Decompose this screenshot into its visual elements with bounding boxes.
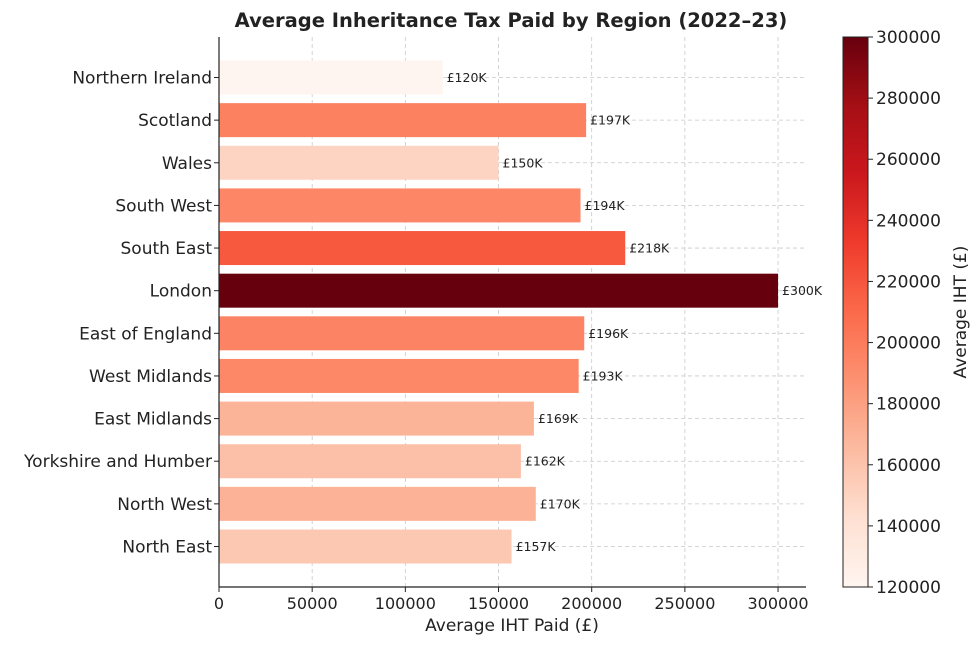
axes: 0 50000 100000 150000 200000 250000 300000 Nort… [23,37,809,613]
y-tick-label: South West [115,196,212,216]
x-tick-label: 250000 [654,594,715,613]
y-tick-label: West Midlands [89,367,212,387]
colorbar-label: Average IHT (£) [951,246,971,379]
x-tick-label: 50000 [287,594,338,613]
data-label: £197K [590,113,631,128]
y-tick-label: North East [122,537,212,557]
y-tick-label: North West [117,495,212,515]
data-label: £196K [588,326,629,341]
data-label: £120K [447,70,488,85]
x-axis-label: Average IHT Paid (£) [425,616,599,636]
data-label: £169K [538,411,579,426]
bar-north-east [219,529,512,564]
y-tick-label: East of England [79,324,212,344]
data-label: £193K [583,368,624,383]
data-label: £162K [525,454,566,469]
y-tick-label: East Midlands [94,410,212,430]
bar-yorkshire-and-humber [219,444,521,479]
bar-north-west [219,486,536,521]
x-tick-label: 150000 [468,594,529,613]
colorbar-tick-label: 240000 [876,211,941,231]
bar-wales [219,145,499,180]
x-tick-label: 300000 [748,594,809,613]
bar-south-west [219,188,581,223]
colorbar: 120000 140000 160000 180000 200000 220000 2400… [842,28,941,598]
y-tick-label: Northern Ireland [72,69,212,89]
y-tick-label: Yorkshire and Humber [23,452,212,472]
data-label: £300K [782,283,823,298]
y-tick-label: Wales [162,154,212,174]
chart-title: Average Inheritance Tax Paid by Region (… [235,9,788,32]
x-tick-label: 200000 [561,594,622,613]
colorbar-tick-label: 140000 [876,517,941,537]
x-tick-label: 100000 [375,594,436,613]
data-label: £218K [629,241,670,256]
bar-east-midlands [219,401,534,436]
bar-northern-ireland [219,60,443,95]
y-tick-label: Scotland [138,111,212,131]
colorbar-tick-label: 180000 [876,395,941,415]
colorbar-tick-label: 200000 [876,334,941,354]
data-label: £194K [585,198,626,213]
bar-london [219,273,779,308]
bar-west-midlands [219,358,579,393]
y-tick-label: London [150,282,212,302]
data-label: £170K [540,496,581,511]
colorbar-tick-label: 300000 [876,28,941,48]
colorbar-tick-label: 280000 [876,89,941,109]
colorbar-gradient [842,36,869,588]
bar-south-east [219,231,626,266]
colorbar-tick-label: 220000 [876,272,941,292]
colorbar-tick-label: 120000 [876,578,941,598]
data-label: £157K [516,539,557,554]
bars: £120K £197K £150K £194K £218K £300K £196K £193K… [219,60,823,564]
x-tick-label: 0 [214,594,224,613]
colorbar-tick-label: 160000 [876,456,941,476]
bar-east-of-england [219,316,585,351]
y-tick-label: South East [121,239,213,259]
data-label: £150K [503,155,544,170]
bar-scotland [219,103,587,138]
colorbar-tick-label: 260000 [876,150,941,170]
